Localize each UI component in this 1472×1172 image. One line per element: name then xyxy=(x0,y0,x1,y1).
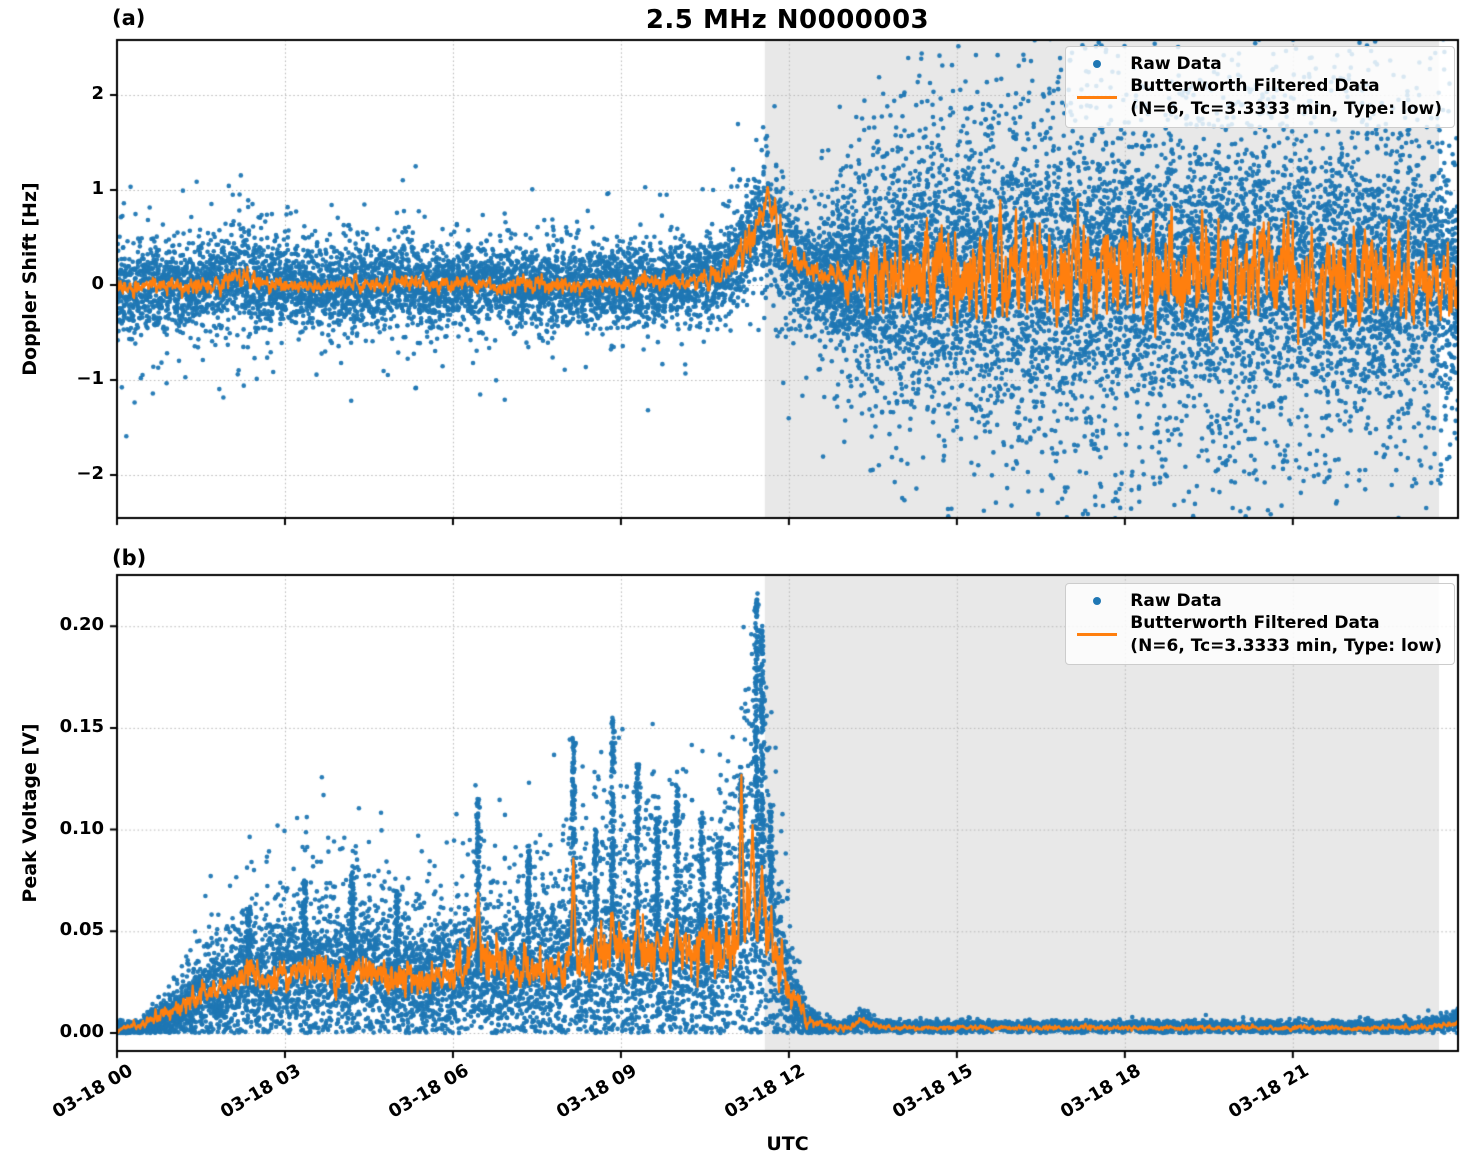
legend-filtered-data-label-line2: (N=6, Tc=3.3333 min, Type: low) xyxy=(1130,98,1442,119)
legend-filtered-data-label-line2: (N=6, Tc=3.3333 min, Type: low) xyxy=(1130,635,1442,656)
filtered-data-line-marker xyxy=(1077,96,1118,100)
panel-b-y-axis-label: Peak Voltage [V] xyxy=(19,723,41,903)
legend-item-filtered-data: Butterworth Filtered Data (N=6, Tc=3.333… xyxy=(1074,612,1442,657)
panel-b-y-tick-label: 0.05 xyxy=(59,919,104,941)
panel-a-legend: Raw Data Butterworth Filtered Data (N=6,… xyxy=(1065,46,1455,129)
panel-a-y-tick-label: 0 xyxy=(91,273,104,294)
legend-item-raw-data: Raw Data xyxy=(1074,590,1442,612)
panel-b-y-tick-label: 0.00 xyxy=(59,1021,104,1042)
panel-a-y-tick-label: 2 xyxy=(91,83,104,104)
legend-filtered-data-label-line1: Butterworth Filtered Data xyxy=(1130,76,1380,97)
raw-data-dot-marker xyxy=(1093,60,1102,69)
panel-a-y-tick-label: 1 xyxy=(91,178,104,199)
panel-a-y-tick-label: −1 xyxy=(76,368,104,389)
panel-b-y-tick-label: 0.15 xyxy=(59,715,104,737)
panel-b-y-tick-label: 0.20 xyxy=(59,614,104,636)
panel-a-y-tick-label: −2 xyxy=(76,463,104,484)
panel-b-y-tick-label: 0.10 xyxy=(59,817,104,839)
figure-title: 2.5 MHz N0000003 xyxy=(645,5,930,35)
legend-raw-data-label: Raw Data xyxy=(1130,54,1222,74)
legend-item-raw-data: Raw Data xyxy=(1074,53,1442,75)
panel-b-legend: Raw Data Butterworth Filtered Data (N=6,… xyxy=(1065,583,1455,666)
legend-filtered-data-label-line1: Butterworth Filtered Data xyxy=(1130,613,1380,634)
legend-item-filtered-data: Butterworth Filtered Data (N=6, Tc=3.333… xyxy=(1074,75,1442,120)
panel-a-label: (a) xyxy=(112,6,146,30)
filtered-data-line-marker xyxy=(1077,633,1118,637)
legend-raw-data-label: Raw Data xyxy=(1130,591,1222,611)
raw-data-dot-marker xyxy=(1093,597,1102,606)
panel-b-label: (b) xyxy=(112,546,147,570)
x-axis-label: UTC xyxy=(766,1133,809,1155)
